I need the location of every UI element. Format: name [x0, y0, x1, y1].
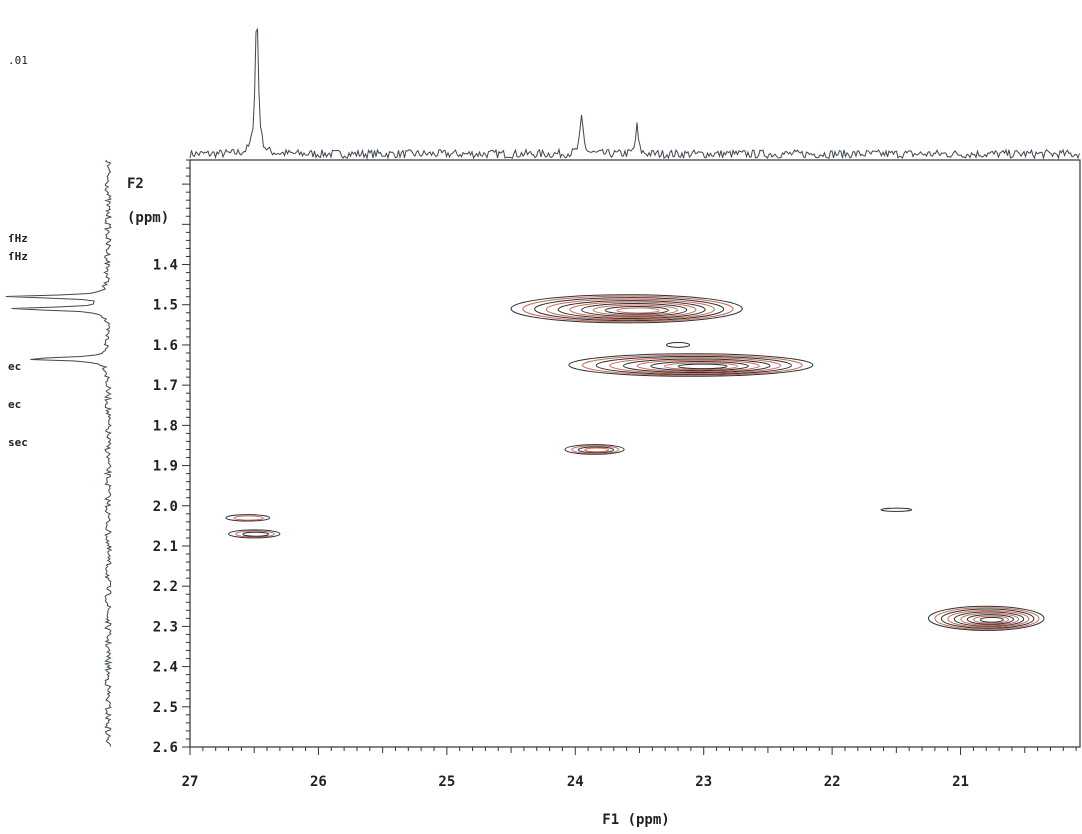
x-tick-label: 22 [824, 774, 841, 790]
contour-layer [225, 294, 1045, 631]
x-axis-label: F1 (ppm) [602, 812, 669, 828]
cross-peak [225, 514, 271, 522]
contour-level [953, 611, 1025, 627]
plot-frame [189, 159, 1081, 748]
y-tick-label: 2.6 [153, 740, 178, 756]
contour-level [623, 358, 771, 373]
contour-level [233, 515, 264, 521]
contour-level [973, 615, 1009, 624]
contour-level [665, 342, 691, 348]
y-tick-label: 1.6 [153, 338, 178, 354]
contour-level [650, 361, 749, 372]
contour-level [569, 301, 697, 318]
contour-level [577, 446, 615, 454]
contour-level [564, 444, 625, 455]
contour-level [225, 514, 271, 522]
y-tick-label: 2.3 [153, 619, 178, 635]
contour-level [934, 607, 1040, 630]
contour-level [228, 529, 281, 539]
contour-level [571, 445, 620, 454]
contour-level [592, 304, 679, 316]
param-fragment: .01 [8, 54, 28, 67]
cross-peak [568, 353, 814, 377]
contour-level [581, 303, 688, 317]
param-fragment: ec [8, 398, 22, 411]
contour-level [534, 297, 725, 322]
cross-peak [927, 605, 1045, 631]
y-tick-label: 1.5 [153, 298, 178, 314]
x-tick-label: 24 [567, 774, 584, 790]
y-tick-label: 1.9 [153, 459, 178, 475]
contour-level [960, 612, 1020, 626]
y-tick-label: 1.4 [153, 258, 178, 274]
contour-level [616, 307, 660, 314]
f2-projection-trace [5, 159, 113, 747]
contour-level [584, 447, 609, 453]
x-tick-label: 25 [438, 774, 455, 790]
contour-level [609, 357, 782, 374]
contour-level [557, 300, 706, 319]
y-axis-label: F2 [127, 176, 144, 192]
x-tick-label: 27 [182, 774, 199, 790]
contour-level [664, 362, 739, 371]
y-tick-label: 1.8 [153, 418, 178, 434]
contour-level [677, 363, 728, 370]
contour-level [568, 353, 814, 377]
contour-level [510, 294, 743, 324]
x-tick-label: 21 [952, 774, 969, 790]
cross-peak [564, 444, 625, 455]
contour-level [582, 354, 803, 376]
contour-level [636, 359, 760, 373]
contour-level [927, 605, 1045, 631]
param-fragment: sec [8, 436, 28, 449]
y-axis: 1.4 1.5 1.6 1.7 1.8 1.9 2.0 2.1 2.2 2.3 2.4 2.5 2.6 [153, 159, 190, 756]
cross-peak [228, 529, 281, 539]
cross-peak [665, 342, 691, 348]
contour-level [522, 295, 734, 323]
y-tick-label: 2.1 [153, 539, 178, 555]
contour-level [235, 530, 275, 538]
param-fragment: ſHz [8, 232, 28, 245]
y-tick-label: 2.2 [153, 579, 178, 595]
f1-projection-line [189, 27, 1080, 161]
contour-level [604, 305, 669, 315]
x-tick-label: 26 [310, 774, 327, 790]
contour-level [979, 616, 1004, 623]
x-axis: 27 26 25 24 23 22 21 [182, 747, 1077, 790]
param-fragment: ſHz [8, 250, 28, 263]
f1-projection-trace [189, 27, 1080, 161]
contour-level [940, 608, 1035, 629]
y-tick-label: 1.7 [153, 378, 178, 394]
contour-level [242, 531, 270, 537]
contour-level [880, 507, 913, 512]
y-tick-label: 2.5 [153, 700, 178, 716]
contour-level [966, 614, 1015, 625]
contour-level [947, 609, 1030, 628]
x-tick-label: 23 [695, 774, 712, 790]
y-tick-label: 2.4 [153, 660, 178, 676]
contour-level [545, 298, 715, 321]
f2-projection-line [5, 159, 113, 747]
param-fragment: ec [8, 360, 22, 373]
y-axis-label-unit: (ppm) [127, 210, 169, 226]
y-tick-label: 2.0 [153, 499, 178, 515]
cross-peak [510, 294, 743, 324]
cross-peak [880, 507, 913, 512]
contour-level [595, 355, 792, 375]
